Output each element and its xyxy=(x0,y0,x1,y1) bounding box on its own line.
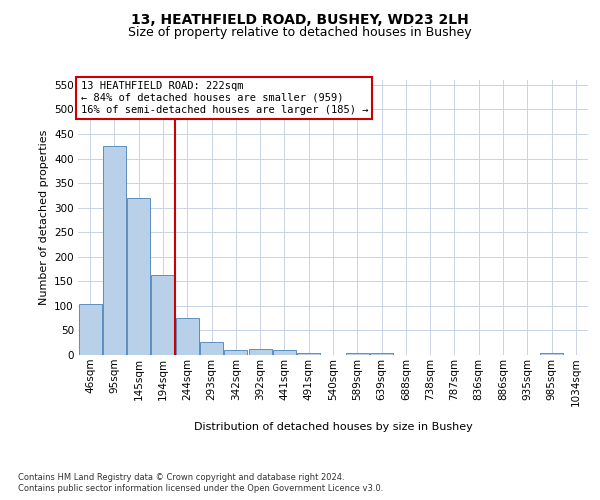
Bar xyxy=(127,198,150,355)
Bar xyxy=(248,349,272,355)
Text: Contains HM Land Registry data © Crown copyright and database right 2024.: Contains HM Land Registry data © Crown c… xyxy=(18,472,344,482)
Text: 13 HEATHFIELD ROAD: 222sqm
← 84% of detached houses are smaller (959)
16% of sem: 13 HEATHFIELD ROAD: 222sqm ← 84% of deta… xyxy=(80,82,368,114)
Bar xyxy=(370,352,393,355)
Bar xyxy=(273,350,296,355)
Bar xyxy=(346,352,369,355)
Bar xyxy=(224,350,247,355)
Text: Size of property relative to detached houses in Bushey: Size of property relative to detached ho… xyxy=(128,26,472,39)
Bar xyxy=(79,304,101,355)
Bar xyxy=(200,342,223,355)
Bar xyxy=(176,318,199,355)
Bar xyxy=(103,146,126,355)
Text: Distribution of detached houses by size in Bushey: Distribution of detached houses by size … xyxy=(194,422,472,432)
Text: 13, HEATHFIELD ROAD, BUSHEY, WD23 2LH: 13, HEATHFIELD ROAD, BUSHEY, WD23 2LH xyxy=(131,12,469,26)
Bar xyxy=(540,352,563,355)
Bar xyxy=(151,275,175,355)
Y-axis label: Number of detached properties: Number of detached properties xyxy=(38,130,49,305)
Bar xyxy=(297,352,320,355)
Text: Contains public sector information licensed under the Open Government Licence v3: Contains public sector information licen… xyxy=(18,484,383,493)
